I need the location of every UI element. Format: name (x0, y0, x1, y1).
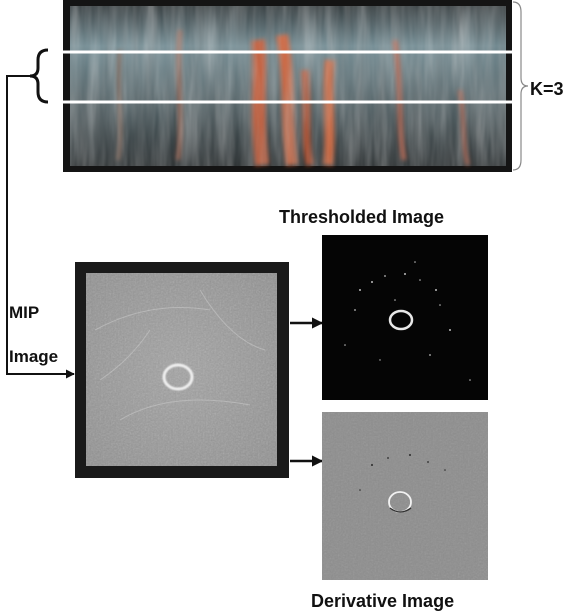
derivative-lesion-shadow (389, 507, 412, 513)
slab-brace (29, 48, 49, 104)
mip-grain (86, 273, 277, 466)
volume-texture (70, 6, 506, 166)
derivative-grain (322, 412, 488, 580)
mip-label-line1: MIP (9, 303, 39, 322)
mip-fibers (94, 289, 266, 421)
slab-to-mip-connector (6, 75, 75, 379)
thresholded-specks (344, 261, 471, 381)
volume-brace (512, 1, 529, 171)
k-label: K=3 (530, 79, 564, 99)
thresholded-title: Thresholded Image (279, 207, 444, 227)
derivative-image (322, 412, 488, 580)
thresholded-field (322, 235, 488, 400)
thresholded-lesion (388, 309, 414, 331)
derivative-title: Derivative Image (311, 591, 454, 611)
mip-lesion (162, 363, 194, 391)
volume-image (63, 0, 520, 172)
mip-label-line2: Image (9, 347, 58, 366)
derivative-specks (359, 454, 446, 491)
mip-image (75, 262, 289, 478)
thresholded-image (322, 235, 488, 400)
